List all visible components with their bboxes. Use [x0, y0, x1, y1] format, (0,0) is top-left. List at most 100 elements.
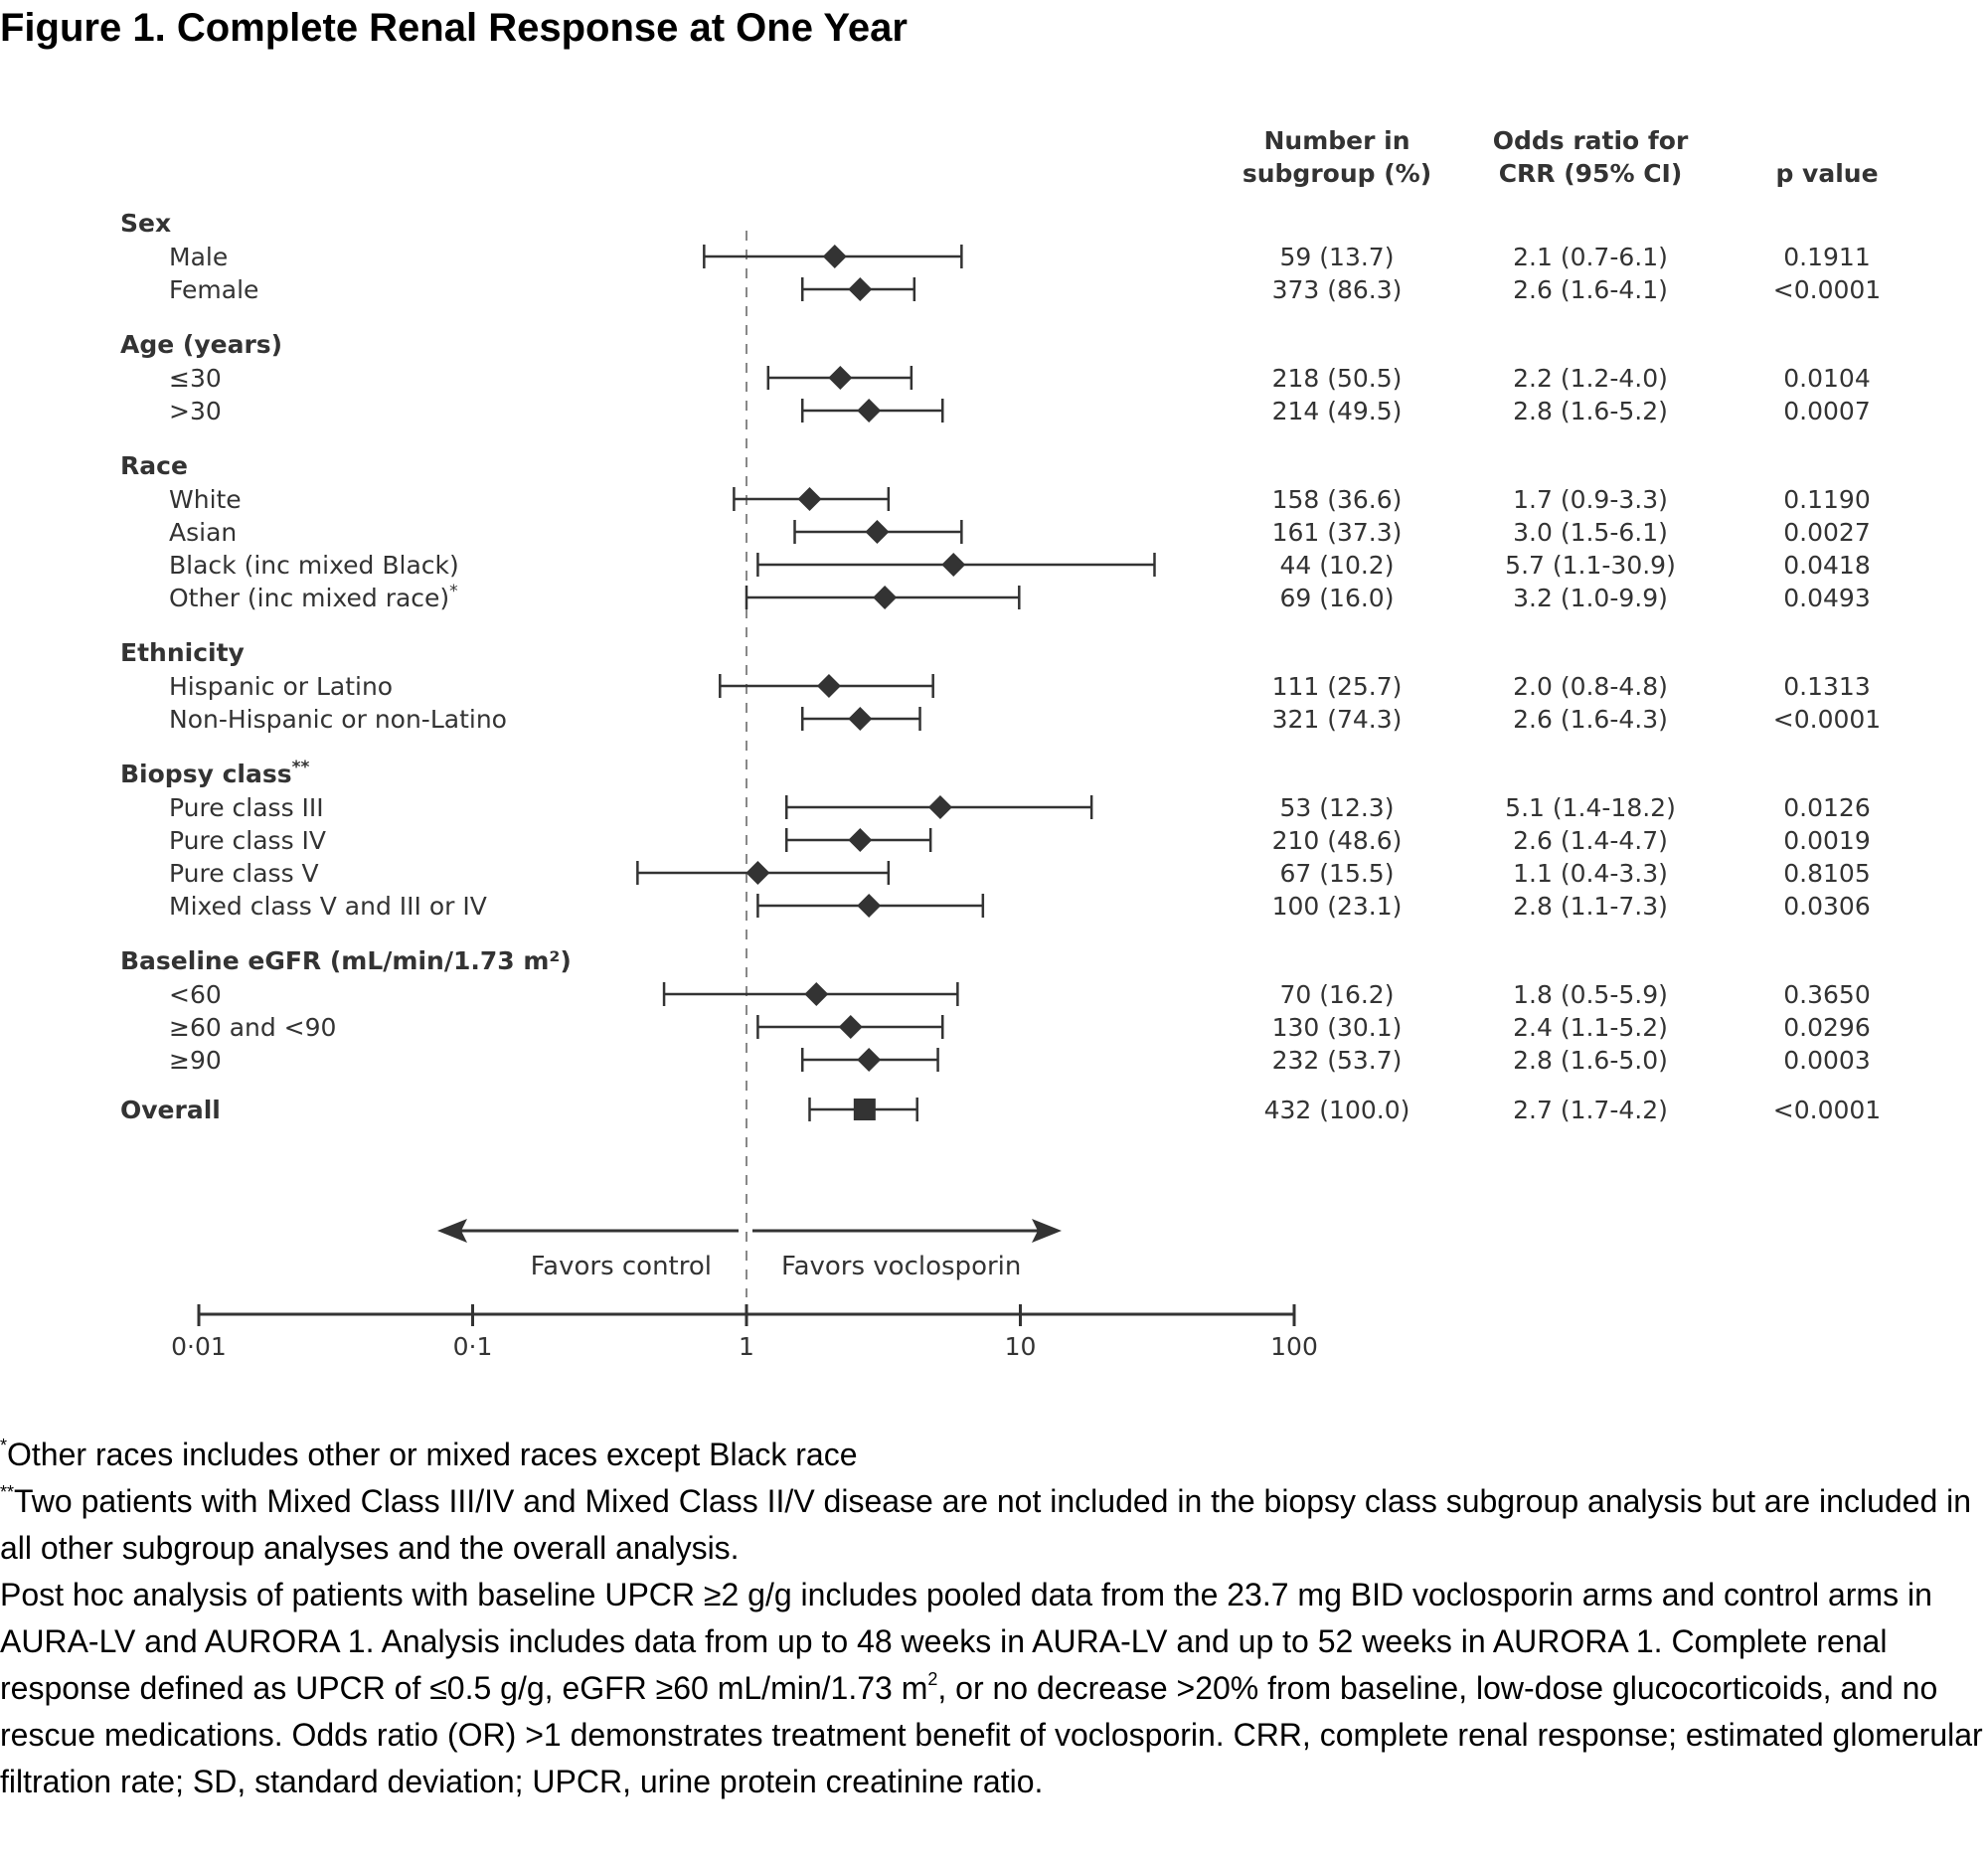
- row-2-2-or: 5.7 (1.1-30.9): [1505, 551, 1676, 580]
- row-2-3-marker: [873, 586, 898, 609]
- footnote-1: *Other races includes other or mixed rac…: [0, 1432, 1988, 1478]
- group-label-1: Age (years): [120, 330, 282, 359]
- group-label-4: Biopsy class**: [120, 758, 309, 788]
- group-label-5: Baseline eGFR (mL/min/1.73 m²): [120, 946, 572, 975]
- overall-p: <0.0001: [1773, 1096, 1881, 1124]
- row-4-0-n: 53 (12.3): [1280, 793, 1395, 822]
- row-2-3-label: Other (inc mixed race)*: [169, 582, 458, 612]
- row-5-2-p: 0.0003: [1783, 1046, 1870, 1075]
- row-1-1-marker: [857, 399, 882, 423]
- row-4-3-p: 0.0306: [1783, 892, 1870, 921]
- row-4-1-p: 0.0019: [1783, 826, 1870, 855]
- x-tick-label-3: 10: [1005, 1332, 1037, 1361]
- row-2-0-n: 158 (36.6): [1272, 485, 1403, 514]
- row-4-3-label: Mixed class V and III or IV: [169, 892, 487, 921]
- row-4-0-or: 5.1 (1.4-18.2): [1505, 793, 1676, 822]
- row-4-0-p: 0.0126: [1783, 793, 1870, 822]
- footnote-3-sup: 2: [927, 1669, 938, 1689]
- footnotes: *Other races includes other or mixed rac…: [0, 1432, 1988, 1805]
- row-4-2-n: 67 (15.5): [1280, 859, 1395, 888]
- footnote-2-text: Two patients with Mixed Class III/IV and…: [0, 1483, 1972, 1566]
- row-2-1-or: 3.0 (1.5-6.1): [1513, 518, 1668, 547]
- row-3-0-or: 2.0 (0.8-4.8): [1513, 672, 1668, 701]
- overall-n: 432 (100.0): [1264, 1096, 1410, 1124]
- favors-control-label: Favors control: [531, 1252, 712, 1281]
- row-5-2-n: 232 (53.7): [1272, 1046, 1403, 1075]
- row-4-3-n: 100 (23.1): [1272, 892, 1403, 921]
- row-2-1-label: Asian: [169, 518, 237, 547]
- group-label-4-sup: **: [292, 758, 310, 777]
- row-1-0-p: 0.0104: [1783, 364, 1870, 393]
- row-1-0-or: 2.2 (1.2-4.0): [1513, 364, 1668, 393]
- row-4-0-label: Pure class III: [169, 793, 324, 822]
- overall-label: Overall: [120, 1096, 221, 1124]
- footnote-3: Post hoc analysis of patients with basel…: [0, 1572, 1988, 1805]
- footnote-3-text-b: , or no decrease >20% from baseline, low…: [0, 1670, 1983, 1799]
- row-1-1-label: >30: [169, 397, 222, 425]
- col-header-n-line2: subgroup (%): [1242, 159, 1431, 188]
- row-5-1-n: 130 (30.1): [1272, 1013, 1403, 1042]
- row-5-1-label: ≥60 and <90: [169, 1013, 336, 1042]
- row-2-2-label: Black (inc mixed Black): [169, 551, 459, 580]
- col-header-or-line1: Odds ratio for: [1493, 126, 1689, 155]
- footnote-3-text-a: Post hoc analysis of patients with basel…: [0, 1577, 1932, 1706]
- col-header-or-line2: CRR (95% CI): [1499, 159, 1683, 188]
- overall-marker: [853, 1099, 876, 1120]
- row-2-3-p: 0.0493: [1783, 584, 1870, 612]
- figure-title: Figure 1. Complete Renal Response at One…: [0, 6, 908, 50]
- row-1-0-n: 218 (50.5): [1272, 364, 1403, 393]
- row-4-3-or: 2.8 (1.1-7.3): [1513, 892, 1668, 921]
- row-0-1-n: 373 (86.3): [1272, 275, 1403, 304]
- row-3-1-p: <0.0001: [1773, 705, 1881, 734]
- row-3-1-n: 321 (74.3): [1272, 705, 1403, 734]
- x-tick-label-0: 0·01: [171, 1332, 227, 1361]
- row-5-0-marker: [804, 982, 829, 1006]
- row-2-2-n: 44 (10.2): [1280, 551, 1395, 580]
- col-header-p: p value: [1775, 159, 1878, 188]
- x-tick-label-2: 1: [739, 1332, 754, 1361]
- row-2-2-marker: [941, 553, 966, 577]
- row-0-1-marker: [848, 277, 873, 301]
- row-0-1-label: Female: [169, 275, 258, 304]
- x-tick-label-1: 0·1: [453, 1332, 493, 1361]
- group-label-2: Race: [120, 451, 188, 480]
- row-2-1-p: 0.0027: [1783, 518, 1870, 547]
- row-3-1-or: 2.6 (1.6-4.3): [1513, 705, 1668, 734]
- group-label-3: Ethnicity: [120, 638, 245, 667]
- row-2-2-p: 0.0418: [1783, 551, 1870, 580]
- row-2-0-or: 1.7 (0.9-3.3): [1513, 485, 1668, 514]
- row-0-0-or: 2.1 (0.7-6.1): [1513, 243, 1668, 271]
- row-3-1-marker: [848, 707, 873, 731]
- footnote-2-mark: **: [0, 1482, 15, 1502]
- forest-plot: Number in subgroup (%) Odds ratio for CRR (…: [120, 126, 1881, 1361]
- row-5-2-marker: [857, 1048, 882, 1072]
- row-0-0-p: 0.1911: [1783, 243, 1870, 271]
- group-label-0: Sex: [120, 209, 171, 238]
- row-1-0-marker: [828, 366, 853, 390]
- row-5-0-p: 0.3650: [1783, 980, 1870, 1009]
- row-3-1-label: Non-Hispanic or non-Latino: [169, 705, 507, 734]
- row-5-0-or: 1.8 (0.5-5.9): [1513, 980, 1668, 1009]
- row-3-0-n: 111 (25.7): [1272, 672, 1403, 701]
- row-0-1-p: <0.0001: [1773, 275, 1881, 304]
- overall-or: 2.7 (1.7-4.2): [1513, 1096, 1668, 1124]
- row-4-2-p: 0.8105: [1783, 859, 1870, 888]
- row-4-2-label: Pure class V: [169, 859, 319, 888]
- row-4-3-marker: [857, 894, 882, 918]
- row-0-0-label: Male: [169, 243, 228, 271]
- row-1-1-n: 214 (49.5): [1272, 397, 1403, 425]
- row-5-1-or: 2.4 (1.1-5.2): [1513, 1013, 1668, 1042]
- favors-voclosporin-label: Favors voclosporin: [781, 1252, 1021, 1281]
- row-5-1-marker: [838, 1015, 863, 1039]
- row-4-1-n: 210 (48.6): [1272, 826, 1403, 855]
- row-0-0-marker: [822, 245, 847, 268]
- footnote-1-mark: *: [0, 1436, 8, 1455]
- x-tick-label-4: 100: [1270, 1332, 1318, 1361]
- row-4-2-or: 1.1 (0.4-3.3): [1513, 859, 1668, 888]
- row-3-0-marker: [816, 674, 841, 698]
- row-2-3-or: 3.2 (1.0-9.9): [1513, 584, 1668, 612]
- row-2-3-n: 69 (16.0): [1280, 584, 1395, 612]
- row-0-0-n: 59 (13.7): [1280, 243, 1395, 271]
- row-5-2-or: 2.8 (1.6-5.0): [1513, 1046, 1668, 1075]
- row-1-1-or: 2.8 (1.6-5.2): [1513, 397, 1668, 425]
